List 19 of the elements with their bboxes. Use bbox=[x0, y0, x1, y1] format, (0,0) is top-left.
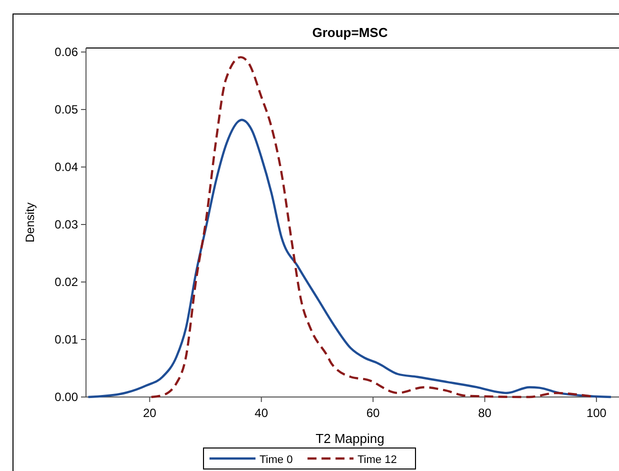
x-tick-label: 60 bbox=[366, 406, 380, 420]
line-series bbox=[150, 56, 597, 398]
y-tick-label: 0.00 bbox=[54, 390, 78, 404]
x-tick-label: 100 bbox=[586, 406, 607, 420]
x-tick-label: 80 bbox=[478, 406, 492, 420]
x-axis-title: T2 Mapping bbox=[316, 431, 384, 446]
legend-label: Time 12 bbox=[358, 454, 397, 466]
y-tick-label: 0.04 bbox=[54, 160, 78, 174]
x-tick-label: 20 bbox=[142, 406, 157, 420]
y-tick-label: 0.06 bbox=[54, 45, 78, 60]
legend-label: Time 0 bbox=[260, 454, 293, 466]
y-tick-label: 0.05 bbox=[54, 102, 78, 117]
y-tick-label: 0.03 bbox=[54, 218, 78, 232]
y-axis-title: Density bbox=[23, 202, 37, 243]
y-tick-label: 0.01 bbox=[54, 332, 78, 347]
y-tick-label: 0.02 bbox=[54, 275, 78, 290]
x-tick-label: 40 bbox=[254, 406, 268, 420]
line-series bbox=[87, 118, 612, 398]
chart-title: Group=MSC bbox=[312, 25, 388, 40]
